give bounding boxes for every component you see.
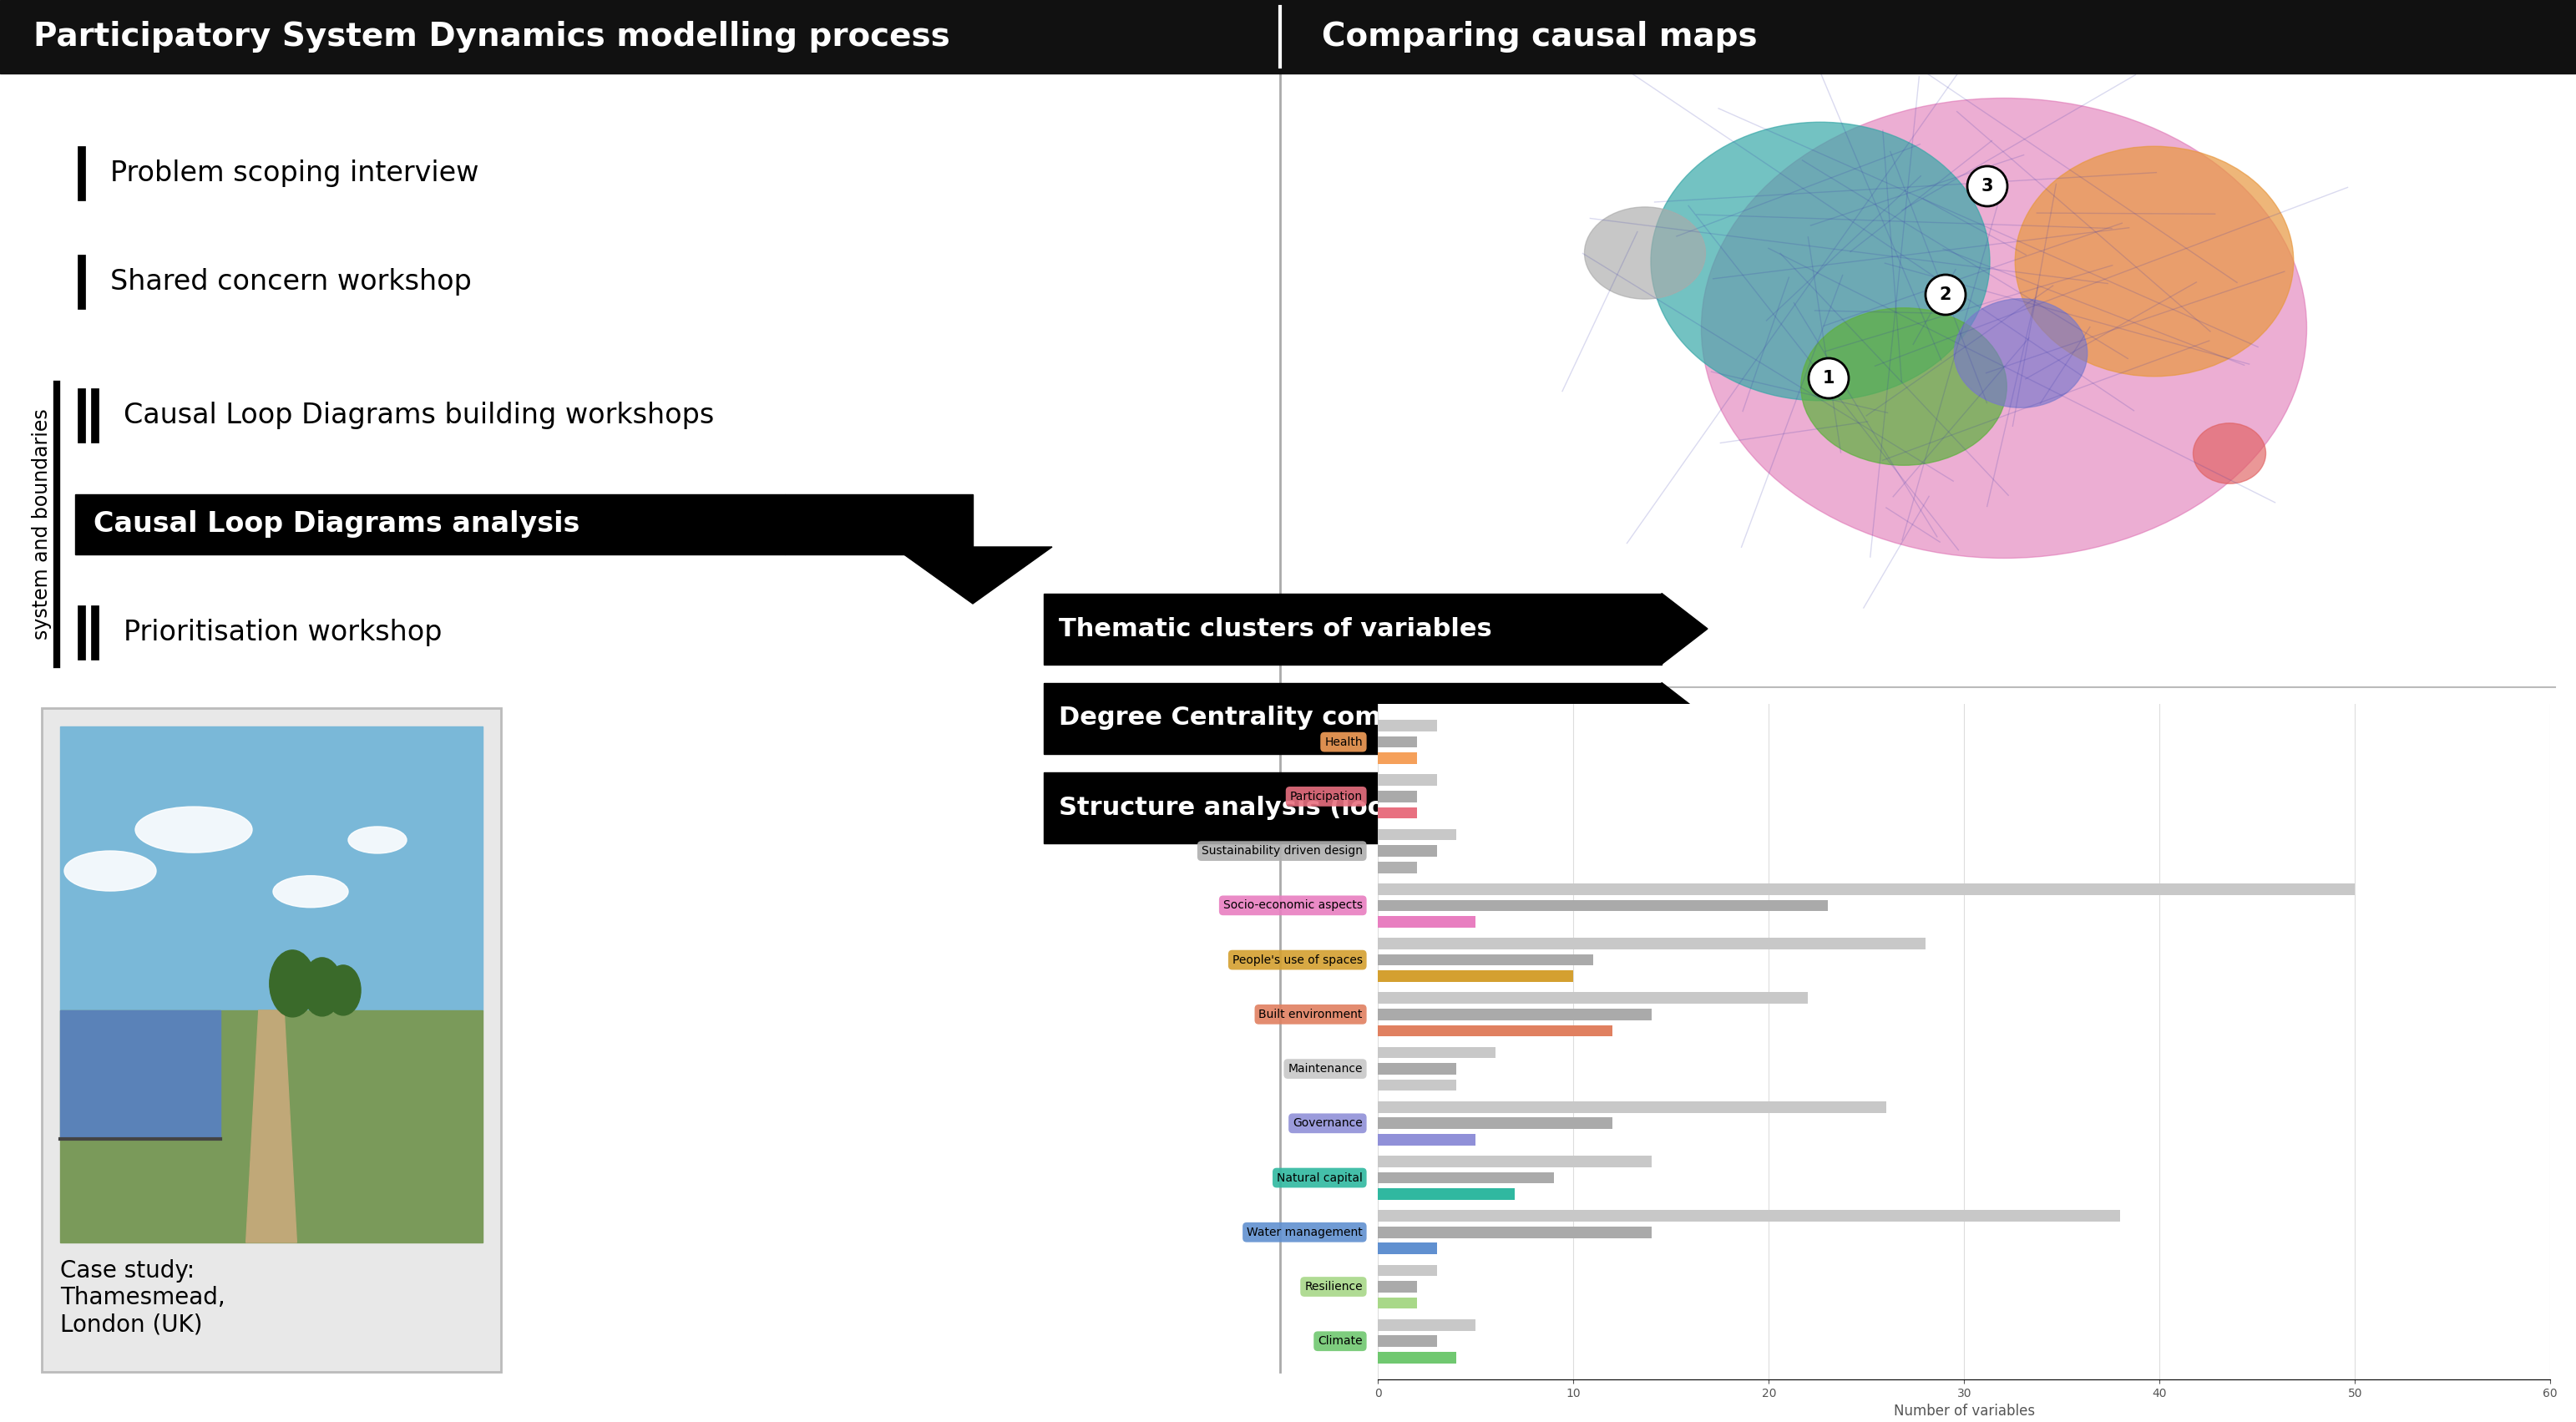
Bar: [1378, 1101, 1886, 1112]
Bar: [1378, 862, 1417, 873]
Text: Water management: Water management: [1247, 1226, 1363, 1239]
Bar: [59, 1010, 482, 1243]
Bar: [1043, 683, 1662, 754]
Bar: [1378, 808, 1417, 819]
Circle shape: [1968, 166, 2007, 206]
Ellipse shape: [1801, 309, 2007, 465]
Text: Socio-economic aspects: Socio-economic aspects: [1224, 900, 1363, 912]
Text: People's use of spaces: People's use of spaces: [1231, 954, 1363, 966]
Bar: [1378, 993, 1808, 1004]
Bar: [1043, 772, 1662, 843]
Text: Resilience: Resilience: [1303, 1281, 1363, 1293]
Text: Problem scoping interview: Problem scoping interview: [111, 159, 479, 188]
Ellipse shape: [1700, 98, 2306, 559]
Text: Climate: Climate: [1319, 1335, 1363, 1347]
Bar: [1378, 1227, 1651, 1239]
Bar: [927, 549, 1018, 555]
Circle shape: [1924, 274, 1965, 314]
Ellipse shape: [64, 850, 157, 892]
Text: 3: 3: [1981, 178, 1994, 195]
Polygon shape: [1662, 593, 1708, 664]
Bar: [1378, 1297, 1417, 1308]
Text: Participatory System Dynamics modelling process: Participatory System Dynamics modelling …: [33, 21, 951, 53]
Text: Structure analysis (loops): Structure analysis (loops): [1059, 795, 1430, 819]
Bar: [1378, 1281, 1417, 1293]
Text: Natural capital: Natural capital: [1278, 1172, 1363, 1183]
Bar: [1378, 1064, 1455, 1075]
Bar: [1378, 971, 1574, 983]
Text: Prioritisation workshop: Prioritisation workshop: [124, 619, 443, 647]
Polygon shape: [1662, 772, 1708, 843]
Text: Sustainability driven design: Sustainability driven design: [1200, 845, 1363, 857]
Bar: [1378, 1172, 1553, 1183]
Ellipse shape: [348, 826, 407, 853]
Bar: [75, 495, 786, 555]
Bar: [1378, 883, 2354, 894]
Text: Governance: Governance: [1293, 1118, 1363, 1129]
Bar: [1378, 1320, 1476, 1331]
Bar: [59, 1010, 222, 1139]
Polygon shape: [894, 547, 1051, 604]
Bar: [1378, 1118, 1613, 1129]
Ellipse shape: [2014, 146, 2293, 377]
Bar: [1378, 737, 1417, 748]
Text: Shared concern workshop: Shared concern workshop: [111, 269, 471, 296]
Bar: [1378, 829, 1455, 840]
Bar: [1378, 1264, 1437, 1276]
Bar: [786, 495, 974, 555]
Bar: [1378, 791, 1417, 802]
Bar: [59, 727, 482, 1010]
Ellipse shape: [273, 876, 348, 907]
Bar: [1378, 720, 1437, 731]
Text: Case study:
Thamesmead,
London (UK): Case study: Thamesmead, London (UK): [59, 1258, 224, 1337]
Bar: [1378, 775, 1437, 786]
Text: Degree Centrality computation: Degree Centrality computation: [1059, 705, 1504, 731]
Bar: [1378, 845, 1437, 856]
Text: Built environment: Built environment: [1260, 1008, 1363, 1020]
Text: Thematic clusters of variables: Thematic clusters of variables: [1059, 617, 1492, 641]
Polygon shape: [247, 1010, 296, 1243]
Text: Comparing causal maps: Comparing causal maps: [1321, 21, 1757, 53]
X-axis label: Number of variables: Number of variables: [1893, 1404, 2035, 1419]
Bar: [1378, 1335, 1437, 1347]
Text: Maintenance: Maintenance: [1288, 1064, 1363, 1075]
Ellipse shape: [1651, 122, 1989, 401]
Ellipse shape: [325, 966, 361, 1015]
Text: Causal Loop Diagrams analysis: Causal Loop Diagrams analysis: [93, 510, 580, 538]
Bar: [1378, 900, 1826, 912]
Ellipse shape: [137, 806, 252, 853]
Bar: [1378, 1189, 1515, 1200]
Text: Causal Loop Diagrams building workshops: Causal Loop Diagrams building workshops: [124, 402, 714, 429]
Circle shape: [1808, 358, 1850, 398]
Bar: [1378, 954, 1592, 966]
Bar: [41, 708, 500, 1372]
Bar: [1378, 916, 1476, 927]
Polygon shape: [1662, 683, 1708, 754]
Ellipse shape: [1584, 208, 1705, 299]
Bar: [1378, 1243, 1437, 1254]
Ellipse shape: [270, 950, 314, 1017]
Bar: [1378, 1047, 1494, 1058]
Text: Participation: Participation: [1291, 791, 1363, 802]
Text: 1: 1: [1824, 370, 1834, 387]
Bar: [1043, 593, 1662, 664]
Bar: [1378, 1008, 1651, 1020]
Ellipse shape: [2192, 424, 2267, 483]
Text: 2: 2: [1940, 286, 1953, 303]
Bar: [1378, 1352, 1455, 1364]
Bar: [1378, 1133, 1476, 1145]
Bar: [1378, 1079, 1455, 1091]
Ellipse shape: [301, 957, 343, 1017]
Bar: [1378, 752, 1417, 764]
Bar: [1378, 1025, 1613, 1037]
Bar: [1378, 1210, 2120, 1221]
Text: system and boundaries: system and boundaries: [31, 410, 52, 640]
Bar: [1378, 1156, 1651, 1167]
Text: Health: Health: [1324, 737, 1363, 748]
Bar: [1378, 939, 1924, 950]
Bar: [0, 0, 2576, 74]
Ellipse shape: [1955, 299, 2087, 408]
